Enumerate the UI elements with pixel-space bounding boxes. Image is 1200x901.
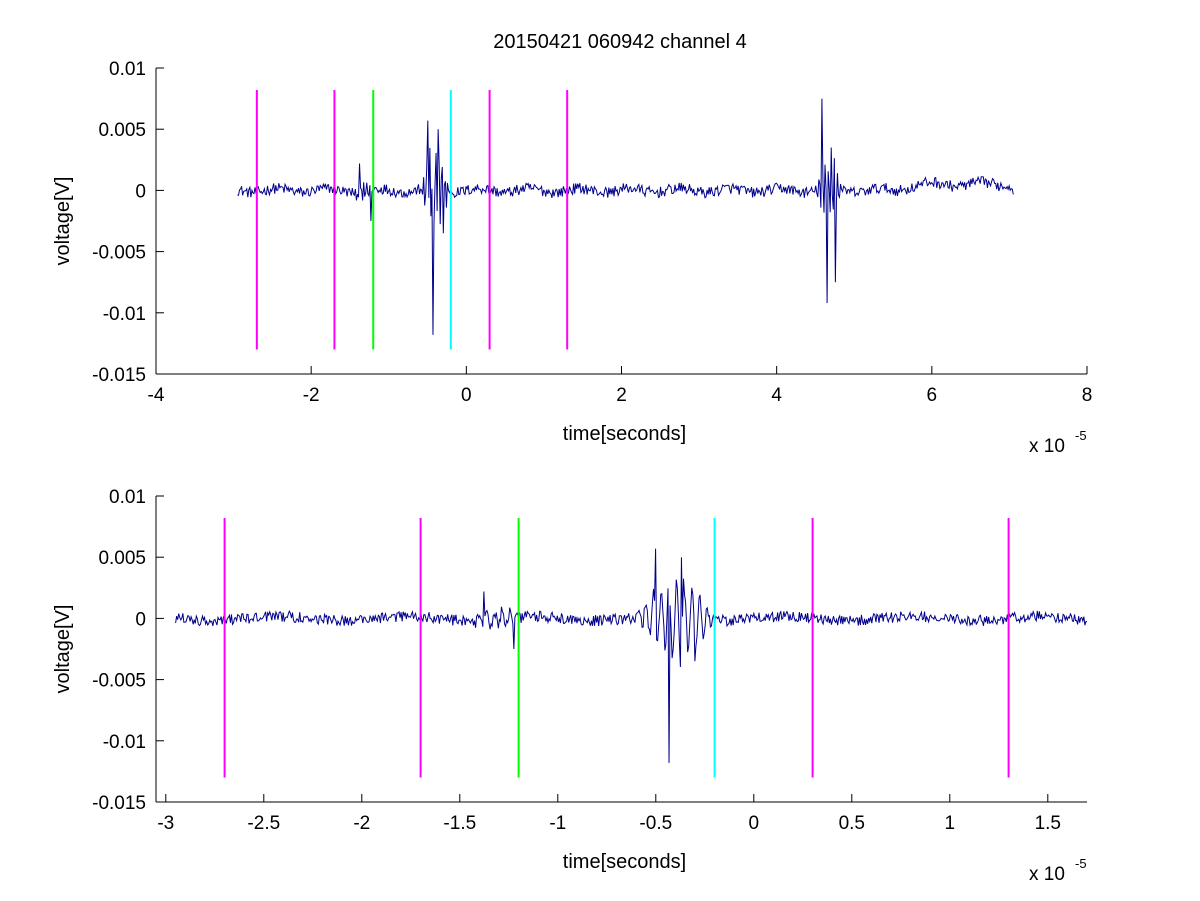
y-tick-label: -0.015 bbox=[92, 365, 146, 386]
y-tick-label: -0.005 bbox=[92, 671, 146, 692]
x-tick-label: 0.5 bbox=[839, 813, 865, 834]
y-tick-label: 0.01 bbox=[109, 487, 146, 508]
x-multiplier: x 10 bbox=[1029, 436, 1065, 457]
x-tick-label: 2 bbox=[616, 385, 627, 406]
signal-series-line bbox=[237, 98, 1014, 335]
x-multiplier: x 10 bbox=[1029, 864, 1065, 885]
y-tick-label: 0 bbox=[135, 609, 146, 630]
y-tick-label: -0.01 bbox=[103, 304, 146, 325]
x-tick-label: 0 bbox=[461, 385, 472, 406]
x-tick-label: -0.5 bbox=[639, 813, 672, 834]
y-axis-title: voltage[V] bbox=[52, 177, 74, 266]
y-tick-label: 0.01 bbox=[109, 59, 146, 80]
x-tick-label: -4 bbox=[148, 385, 165, 406]
x-tick-label: 4 bbox=[771, 385, 782, 406]
x-tick-label: -2 bbox=[353, 813, 370, 834]
y-tick-label: -0.01 bbox=[103, 732, 146, 753]
x-multiplier-exponent: -5 bbox=[1075, 856, 1087, 871]
x-tick-label: -2.5 bbox=[247, 813, 280, 834]
x-tick-label: 8 bbox=[1082, 385, 1093, 406]
top-plot-panel: -0.015 -0.01 -0.005 0 0.005 0.01 -4 -2 0 2 4 6 8 time… bbox=[52, 59, 1092, 457]
y-axis-title: voltage[V] bbox=[52, 605, 74, 694]
x-tick-label: -1.5 bbox=[443, 813, 476, 834]
x-axis-title: time[seconds] bbox=[563, 851, 686, 873]
bottom-plot-panel: -0.015 -0.01 -0.005 0 0.005 0.01 -3 -2.5 -2 -1.5 -… bbox=[52, 487, 1087, 885]
x-axis-title: time[seconds] bbox=[563, 423, 686, 445]
y-tick-label: 0 bbox=[135, 181, 146, 202]
x-tick-label: -2 bbox=[303, 385, 320, 406]
x-tick-label: 6 bbox=[927, 385, 938, 406]
plot-area bbox=[175, 518, 1087, 778]
plot-area bbox=[237, 90, 1014, 350]
x-tick-label: 1 bbox=[945, 813, 956, 834]
x-multiplier-exponent: -5 bbox=[1075, 428, 1087, 443]
x-tick-label: -1 bbox=[549, 813, 566, 834]
figure-title: 20150421 060942 channel 4 bbox=[493, 31, 747, 53]
y-tick-label: -0.005 bbox=[92, 243, 146, 264]
y-tick-label: 0.005 bbox=[98, 120, 146, 141]
x-tick-label: 1.5 bbox=[1035, 813, 1061, 834]
x-tick-label: 0 bbox=[749, 813, 760, 834]
signal-series-line bbox=[175, 548, 1087, 763]
y-tick-label: -0.015 bbox=[92, 793, 146, 814]
y-tick-label: 0.005 bbox=[98, 548, 146, 569]
x-tick-label: -3 bbox=[157, 813, 174, 834]
